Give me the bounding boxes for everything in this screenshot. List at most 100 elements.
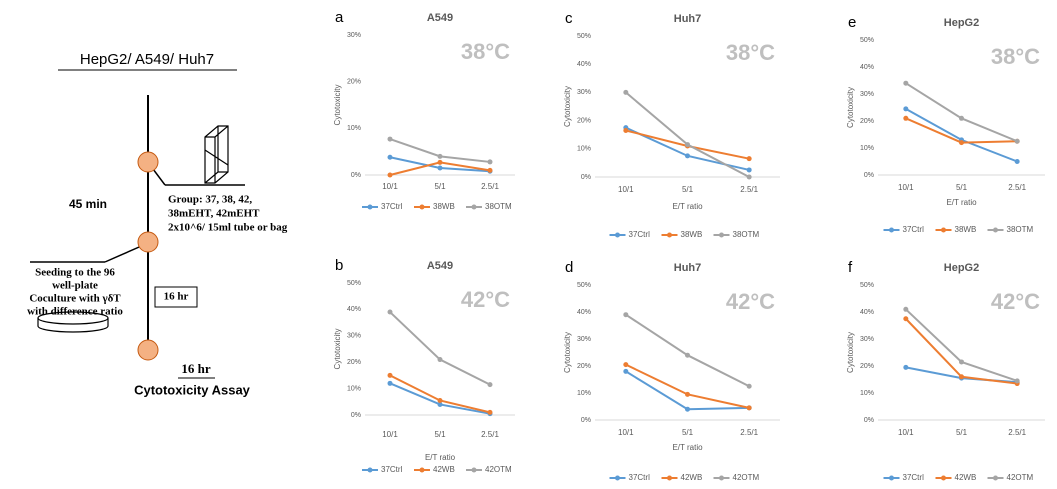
group-text: Group: 37, 38, 42, bbox=[168, 194, 252, 206]
data-point bbox=[903, 115, 909, 121]
data-point bbox=[387, 172, 393, 178]
data-point bbox=[623, 127, 629, 133]
chart-panel: d Huh7 42°C Cytotoxicity 0% 10% 20% 30% 40% 50% 10… bbox=[563, 259, 780, 482]
interval-label: 16 hr bbox=[181, 361, 210, 376]
data-point bbox=[959, 115, 964, 121]
diagram: HepG2/ A549/ Huh7 45 min Group: 37, 38, … bbox=[27, 51, 288, 397]
x-tick-label: 10/1 bbox=[898, 183, 914, 192]
y-axis-title: Cytotoxicity bbox=[333, 85, 342, 126]
panel-letter: a bbox=[335, 9, 344, 26]
y-axis-title: Cytotoxicity bbox=[563, 86, 572, 127]
data-point bbox=[903, 316, 909, 322]
legend-label: 38WB bbox=[955, 225, 977, 234]
data-point bbox=[685, 406, 690, 412]
seeding-text: Seeding to the 96 bbox=[35, 267, 115, 279]
y-tick-label: 30% bbox=[860, 91, 874, 98]
legend-swatch bbox=[471, 467, 477, 473]
legend-label: 42WB bbox=[681, 473, 703, 482]
data-point bbox=[437, 357, 443, 363]
y-tick-label: 50% bbox=[860, 282, 874, 289]
legend-swatch bbox=[367, 467, 373, 473]
legend-label: 42OTM bbox=[733, 473, 760, 482]
data-point bbox=[1014, 159, 1020, 164]
data-point bbox=[903, 80, 909, 86]
legend-swatch bbox=[941, 475, 946, 481]
y-tick-label: 0% bbox=[581, 417, 591, 424]
y-tick-label: 30% bbox=[860, 336, 874, 343]
legend-label: 37Ctrl bbox=[381, 465, 403, 474]
panel-letter: b bbox=[335, 257, 343, 274]
x-tick-label: 2.5/1 bbox=[740, 185, 758, 194]
legend-label: 42WB bbox=[433, 465, 455, 474]
x-tick-label: 2.5/1 bbox=[481, 430, 499, 439]
legend-label: 38OTM bbox=[1007, 225, 1034, 234]
data-point bbox=[746, 156, 752, 162]
y-tick-label: 0% bbox=[581, 174, 591, 181]
series-line bbox=[625, 313, 750, 388]
legend-swatch bbox=[889, 475, 894, 481]
series-line bbox=[905, 82, 1018, 143]
step-node bbox=[137, 231, 159, 253]
legend-swatch bbox=[419, 204, 425, 210]
data-point bbox=[746, 405, 752, 411]
y-axis-title: Cytotoxicity bbox=[846, 87, 855, 128]
chart-title: A549 bbox=[427, 12, 453, 24]
chart-title: HepG2 bbox=[944, 262, 979, 274]
panel-letter: f bbox=[848, 259, 853, 276]
chart-title: A549 bbox=[427, 260, 453, 272]
legend-swatch bbox=[719, 232, 724, 238]
data-point bbox=[387, 380, 393, 386]
chart-title: HepG2 bbox=[944, 17, 979, 29]
y-tick-label: 0% bbox=[864, 417, 874, 424]
panel-letter: d bbox=[565, 259, 573, 276]
chart-title: Huh7 bbox=[674, 13, 702, 25]
legend-label: 38OTM bbox=[733, 230, 760, 239]
x-axis-title: E/T ratio bbox=[672, 443, 703, 452]
temperature-label: 42°C bbox=[726, 289, 775, 314]
y-tick-label: 10% bbox=[860, 145, 874, 152]
data-point bbox=[746, 167, 752, 173]
data-point bbox=[437, 159, 443, 165]
data-point bbox=[623, 89, 629, 95]
x-tick-label: 5/1 bbox=[682, 185, 694, 194]
data-point bbox=[487, 167, 493, 173]
legend-label: 38WB bbox=[681, 230, 703, 239]
y-tick-label: 20% bbox=[860, 363, 874, 370]
x-tick-label: 2.5/1 bbox=[1008, 428, 1026, 437]
legend-swatch bbox=[993, 227, 998, 233]
data-point bbox=[437, 401, 443, 407]
x-tick-label: 5/1 bbox=[434, 430, 446, 439]
chart-panel: a A549 38°C Cytotoxicity 0% 10% 20% 30% 10/1 5/1 2… bbox=[333, 9, 515, 211]
data-point bbox=[437, 153, 443, 159]
legend-label: 42OTM bbox=[485, 465, 512, 474]
series-line bbox=[389, 311, 491, 386]
x-tick-label: 5/1 bbox=[956, 428, 968, 437]
data-point bbox=[685, 352, 690, 358]
y-tick-label: 10% bbox=[347, 385, 361, 392]
legend-label: 37Ctrl bbox=[629, 230, 651, 239]
y-tick-label: 40% bbox=[860, 309, 874, 316]
chart-panel: c Huh7 38°C Cytotoxicity 0% 10% 20% 30% 40% 50% 10… bbox=[563, 10, 780, 239]
step-node bbox=[137, 339, 159, 361]
temperature-label: 42°C bbox=[461, 287, 510, 312]
legend-swatch bbox=[667, 475, 672, 481]
data-point bbox=[903, 364, 909, 370]
x-tick-label: 2.5/1 bbox=[481, 182, 499, 191]
x-tick-label: 5/1 bbox=[682, 428, 694, 437]
interval-label: 45 min bbox=[69, 197, 107, 211]
legend-label: 37Ctrl bbox=[381, 202, 403, 211]
y-tick-label: 0% bbox=[351, 412, 361, 419]
y-tick-label: 50% bbox=[577, 282, 591, 289]
group-text: 38mEHT, 42mEHT bbox=[168, 208, 260, 220]
chart-panel: e HepG2 38°C Cytotoxicity 0% 10% 20% 30% 40% 50% 1… bbox=[846, 14, 1045, 234]
x-tick-label: 10/1 bbox=[618, 428, 634, 437]
y-tick-label: 20% bbox=[347, 359, 361, 366]
data-point bbox=[746, 174, 752, 180]
y-tick-label: 10% bbox=[577, 146, 591, 153]
data-point bbox=[487, 409, 493, 415]
x-axis-title: E/T ratio bbox=[672, 202, 703, 211]
y-axis-title: Cytotoxicity bbox=[563, 332, 572, 373]
x-axis-title: E/T ratio bbox=[425, 453, 456, 462]
data-point bbox=[1014, 138, 1020, 144]
